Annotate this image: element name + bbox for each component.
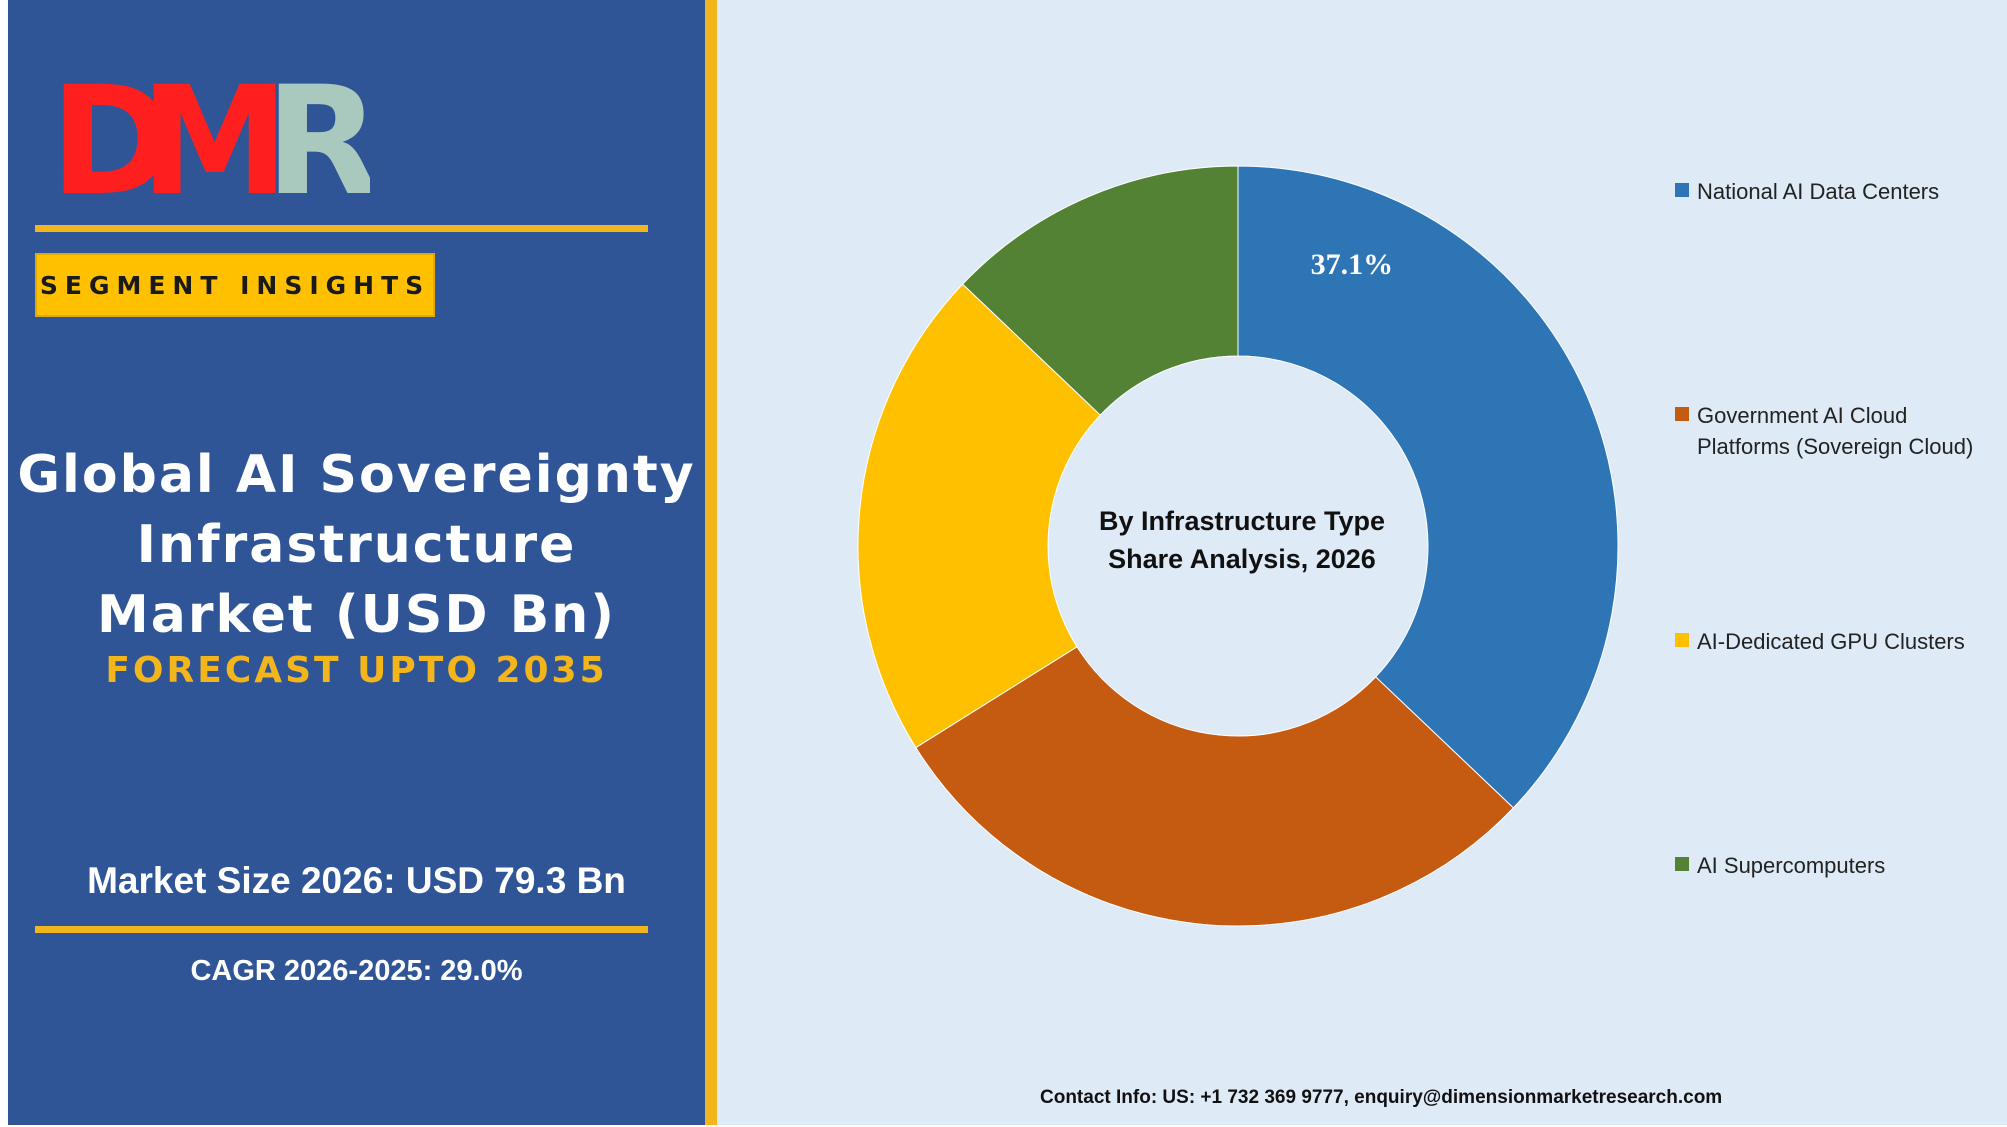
- legend-item-ai-supercomputers: AI Supercomputers: [1675, 850, 1997, 881]
- title-line-1: Global AI Sovereignty: [17, 445, 696, 505]
- forecast-subtitle: FORECAST UPTO 2035: [105, 650, 608, 691]
- legend-swatch: [1675, 183, 1689, 197]
- title-line-2: Infrastructure: [136, 515, 577, 575]
- center-label-line-2: Share Analysis, 2026: [1108, 544, 1376, 574]
- legend-label: Government AI Cloud Platforms (Sovereign…: [1697, 403, 1974, 459]
- report-title: Global AI Sovereignty Infrastructure Mar…: [8, 440, 705, 650]
- legend-swatch: [1675, 857, 1689, 871]
- legend-label: National AI Data Centers: [1697, 179, 1940, 204]
- legend-item-national-ai-data-centers: National AI Data Centers: [1675, 176, 1997, 207]
- logo-letter-m: M: [140, 65, 289, 205]
- contact-info: Contact Info: US: +1 732 369 9777, enqui…: [1040, 1087, 1723, 1108]
- legend-swatch: [1675, 633, 1689, 647]
- logo-letter-d: D: [50, 65, 175, 205]
- title-line-3: Market (USD Bn): [96, 585, 617, 645]
- center-label-line-1: By Infrastructure Type: [1099, 506, 1385, 536]
- cagr-stat: CAGR 2026-2025: 29.0%: [190, 955, 523, 987]
- donut-slice-ai-dedicated-gpu-clusters: [857, 283, 1102, 749]
- legend-swatch: [1675, 407, 1689, 421]
- legend-label: AI Supercomputers: [1697, 853, 1886, 878]
- dmr-logo: D M R: [50, 65, 370, 205]
- left-panel: [8, 0, 705, 1125]
- market-size-stat: Market Size 2026: USD 79.3 Bn: [87, 860, 626, 901]
- gold-divider: [705, 0, 717, 1125]
- legend-item-government-ai-cloud: Government AI Cloud Platforms (Sovereign…: [1675, 400, 1997, 462]
- donut-slice-government-ai-cloud-platforms-sovereign-cloud: [915, 646, 1515, 927]
- legend-item-ai-dedicated-gpu-clusters: AI-Dedicated GPU Clusters: [1675, 626, 1997, 657]
- top-gold-rule: [35, 225, 648, 232]
- legend-label: AI-Dedicated GPU Clusters: [1697, 629, 1965, 654]
- data-labels: 37.1%: [1311, 248, 1394, 281]
- logo-letter-r: R: [265, 65, 370, 205]
- donut-slice-ai-supercomputers: [961, 165, 1239, 416]
- donut-slice-national-ai-data-centers: [1237, 165, 1619, 809]
- segment-insights-badge: SEGMENT INSIGHTS: [35, 253, 435, 317]
- bottom-gold-rule: [35, 926, 648, 933]
- donut-slices: [857, 165, 1619, 927]
- slice-data-label: 37.1%: [1311, 248, 1394, 281]
